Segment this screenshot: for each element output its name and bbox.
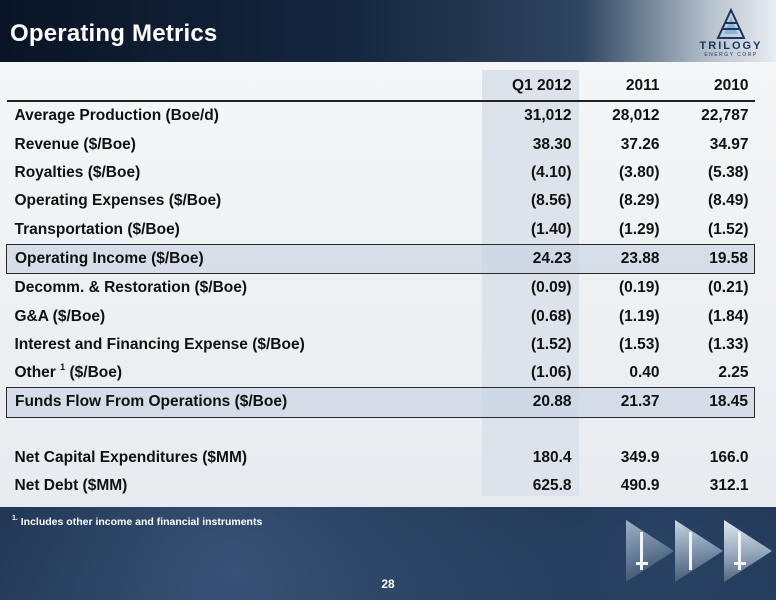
table-row: Net Debt ($MM) 625.8 490.9 312.1 — [7, 472, 755, 500]
cell-2011: 23.88 — [577, 243, 666, 275]
title-bar: Operating Metrics TRILOGY ENERGY CORP — [0, 0, 776, 62]
table-row-subtotal: Operating Income ($/Boe) 24.23 23.88 19.… — [6, 243, 755, 275]
cell-q1-2012: (1.06) — [531, 364, 572, 382]
cell-2011: 490.9 — [620, 477, 660, 494]
page-number: 28 — [381, 577, 395, 591]
table-row: Revenue ($/Boe) 38.30 37.26 34.97 — [7, 131, 755, 159]
row-label: Net Debt ($MM) — [14, 477, 128, 494]
cell-2010: (1.33) — [708, 335, 749, 353]
cell-2011: 349.9 — [620, 448, 660, 466]
row-label: G&A ($/Boe) — [14, 307, 106, 325]
cell-2011: (1.53) — [619, 335, 660, 353]
cell-q1-2012: 31,012 — [524, 107, 572, 125]
cell-q1-2012: (1.52) — [531, 335, 572, 353]
cell-q1-2012: 625.8 — [532, 477, 572, 494]
row-label: Funds Flow From Operations ($/Boe) — [6, 387, 481, 418]
table-row: G&A ($/Boe) (0.68) (1.19) (1.84) — [7, 302, 755, 330]
table-row: Other 1 ($/Boe) (1.06) 0.40 2.25 — [7, 359, 755, 388]
cell-2011: (8.29) — [619, 192, 660, 210]
column-header-q1-2012: Q1 2012 — [480, 72, 578, 103]
footnote-marker: 1 — [60, 362, 66, 373]
cell-2010: 166.0 — [709, 448, 749, 466]
row-label: Revenue ($/Boe) — [14, 135, 136, 153]
cell-2010: 34.97 — [709, 135, 749, 153]
cell-2011: (1.19) — [619, 307, 660, 325]
cell-2011: 28,012 — [612, 107, 660, 125]
q1-column-highlight — [482, 70, 579, 496]
row-label-unit: ($/Boe) — [69, 364, 123, 382]
cell-2011: (0.19) — [619, 279, 660, 297]
drilling-photo-thumbnail — [724, 520, 772, 582]
cell-2011: (1.29) — [619, 220, 660, 238]
company-logo: TRILOGY ENERGY CORP — [690, 8, 772, 60]
table-row: Operating Expenses ($/Boe) (8.56) (8.29)… — [7, 187, 755, 215]
row-label: Other 1 ($/Boe) — [7, 359, 481, 388]
row-label: Operating Income ($/Boe) — [6, 243, 481, 275]
row-label: Operating Expenses ($/Boe) — [14, 192, 222, 210]
facility-photo-thumbnail — [675, 520, 723, 582]
cell-2010: 2.25 — [718, 364, 749, 382]
column-header-2011: 2011 — [577, 72, 666, 103]
cell-2010: 312.1 — [709, 477, 749, 494]
cell-2010: (8.49) — [708, 192, 749, 210]
cell-q1-2012: (0.68) — [531, 307, 572, 325]
table-row: Decomm. & Restoration ($/Boe) (0.09) (0.… — [7, 274, 755, 303]
cell-2011: 0.40 — [629, 364, 660, 382]
cell-q1-2012: 24.23 — [480, 243, 578, 275]
table-spacer-row — [7, 417, 755, 444]
cell-2011: 37.26 — [620, 135, 660, 153]
row-label: Net Capital Expenditures ($MM) — [14, 448, 248, 466]
table-header-row: Q1 2012 2011 2010 — [6, 72, 755, 103]
table-row-total: Funds Flow From Operations ($/Boe) 20.88… — [6, 387, 755, 418]
cell-2010: (1.84) — [708, 307, 749, 325]
cell-2010: 19.58 — [665, 243, 755, 275]
table-row: Transportation ($/Boe) (1.40) (1.29) (1.… — [7, 215, 755, 244]
cell-q1-2012: 20.88 — [480, 387, 578, 418]
footnote-text: Includes other income and financial inst… — [20, 516, 263, 528]
table-row: Interest and Financing Expense ($/Boe) (… — [7, 331, 755, 359]
row-label-text: Other — [14, 364, 56, 382]
table-row: Net Capital Expenditures ($MM) 180.4 349… — [7, 444, 755, 472]
cell-q1-2012: (0.09) — [531, 279, 572, 297]
table-row: Average Production (Boe/d) 31,012 28,012… — [7, 101, 755, 130]
cell-q1-2012: (4.10) — [531, 164, 572, 182]
row-label: Interest and Financing Expense ($/Boe) — [14, 335, 305, 353]
cell-2010: (0.21) — [708, 279, 749, 297]
oil-rig-photo-thumbnail — [626, 520, 674, 582]
cell-2011: (3.80) — [619, 164, 660, 182]
cell-2010: 22,787 — [701, 107, 749, 125]
cell-q1-2012: 180.4 — [532, 448, 572, 466]
table-row: Royalties ($/Boe) (4.10) (3.80) (5.38) — [7, 159, 755, 187]
metrics-panel: Q1 2012 2011 2010 Average Production (Bo… — [0, 62, 776, 507]
photo-thumbnails — [626, 520, 772, 582]
row-label: Transportation ($/Boe) — [14, 220, 180, 238]
operating-metrics-table: Q1 2012 2011 2010 Average Production (Bo… — [6, 72, 755, 500]
derrick-logo-icon — [716, 8, 746, 39]
logo-subtitle: ENERGY CORP — [704, 52, 758, 58]
row-label: Decomm. & Restoration ($/Boe) — [14, 279, 248, 297]
cell-2010: (1.52) — [708, 220, 749, 238]
cell-2011: 21.37 — [577, 387, 666, 418]
page-title: Operating Metrics — [10, 20, 218, 47]
cell-q1-2012: (1.40) — [531, 220, 572, 238]
cell-2010: 18.45 — [665, 387, 755, 418]
footnote-number: 1. — [12, 515, 18, 522]
cell-2010: (5.38) — [708, 164, 749, 182]
footnote: 1. Includes other income and financial i… — [12, 515, 263, 528]
column-header-2010: 2010 — [665, 72, 755, 103]
logo-wordmark: TRILOGY — [699, 40, 763, 52]
header-blank-cell — [6, 72, 481, 103]
row-label: Average Production (Boe/d) — [14, 107, 219, 125]
row-label: Royalties ($/Boe) — [14, 164, 141, 182]
cell-q1-2012: 38.30 — [532, 135, 572, 153]
cell-q1-2012: (8.56) — [531, 192, 572, 210]
